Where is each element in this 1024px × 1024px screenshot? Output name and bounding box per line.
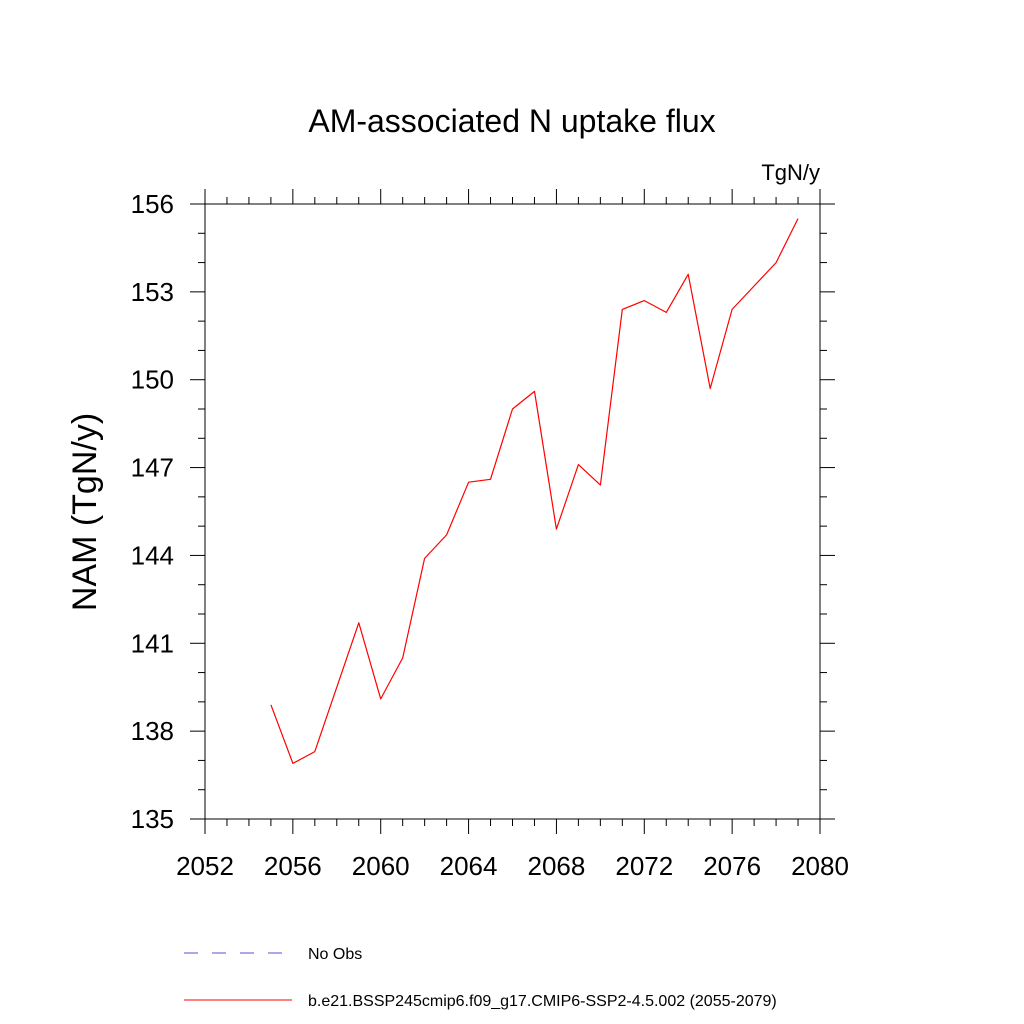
chart-title: AM-associated N uptake flux [308, 103, 715, 139]
x-tick-label: 2080 [791, 851, 849, 881]
y-tick-label: 153 [131, 277, 174, 307]
x-tick-label: 2060 [352, 851, 410, 881]
x-tick-label: 2068 [528, 851, 586, 881]
y-tick-labels: 135 138 141 144 147 150 153 156 [131, 189, 174, 834]
y-tick-label: 156 [131, 189, 174, 219]
axis-ticks [190, 189, 835, 834]
legend-label-no-obs: No Obs [308, 946, 362, 963]
y-tick-label: 150 [131, 365, 174, 395]
plot-frame [204, 203, 821, 820]
y-tick-label: 135 [131, 804, 174, 834]
y-tick-label: 147 [131, 453, 174, 483]
x-tick-labels: 2052 2056 2060 2064 2068 2072 2076 2080 [176, 851, 849, 881]
series-layer [270, 218, 799, 765]
x-tick-label: 2052 [176, 851, 234, 881]
y-tick-label: 141 [131, 628, 174, 658]
series-line [270, 218, 799, 765]
y-axis-label: NAM (TgN/y) [66, 413, 104, 611]
y-tick-label: 144 [131, 540, 174, 570]
x-tick-label: 2076 [703, 851, 761, 881]
legend: No Obs b.e21.BSSP245cmip6.f09_g17.CMIP6-… [184, 946, 777, 1010]
x-tick-label: 2056 [264, 851, 322, 881]
x-tick-label: 2072 [615, 851, 673, 881]
units-label: TgN/y [761, 160, 820, 185]
y-tick-label: 138 [131, 716, 174, 746]
legend-label-model: b.e21.BSSP245cmip6.f09_g17.CMIP6-SSP2-4.… [308, 993, 777, 1010]
x-tick-label: 2064 [440, 851, 498, 881]
